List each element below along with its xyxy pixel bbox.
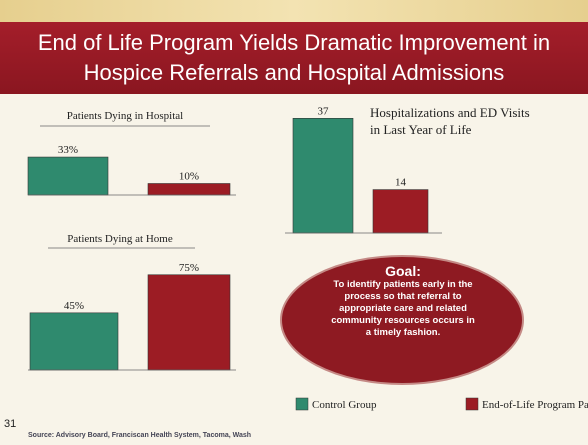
legend-label: End-of-Life Program Participants [482,399,588,411]
bar [292,118,354,234]
data-label: 45% [64,300,84,312]
slide-title: End of Life Program Yields Dramatic Impr… [0,22,588,94]
legend-swatch [465,397,479,411]
slide-number: 31 [4,418,17,430]
bar [27,156,109,196]
bar [147,274,231,371]
legend-swatch [295,397,309,411]
chart-title: Patients Dying at Home [67,233,173,245]
chart-title: Hospitalizations and ED Visits in Last Y… [370,105,530,137]
bar [29,312,119,371]
source: Source: Advisory Board, Franciscan Healt… [28,432,252,439]
chart-title: Patients Dying in Hospital [66,110,184,122]
data-label: 75% [179,262,199,274]
data-label: 37 [318,105,330,117]
bar [372,189,429,234]
bar [147,183,231,196]
decor-band [0,0,588,24]
data-label: 33% [58,144,78,156]
goal: Goal: To identify patients early in the … [298,263,508,339]
data-label: 14 [395,177,407,189]
data-label: 10% [179,171,199,183]
goal-heading: Goal: [385,263,421,279]
legend-label: Control Group [312,399,377,411]
goal-text: To identify patients early in the proces… [331,279,475,338]
goal-ellipse [280,255,524,385]
